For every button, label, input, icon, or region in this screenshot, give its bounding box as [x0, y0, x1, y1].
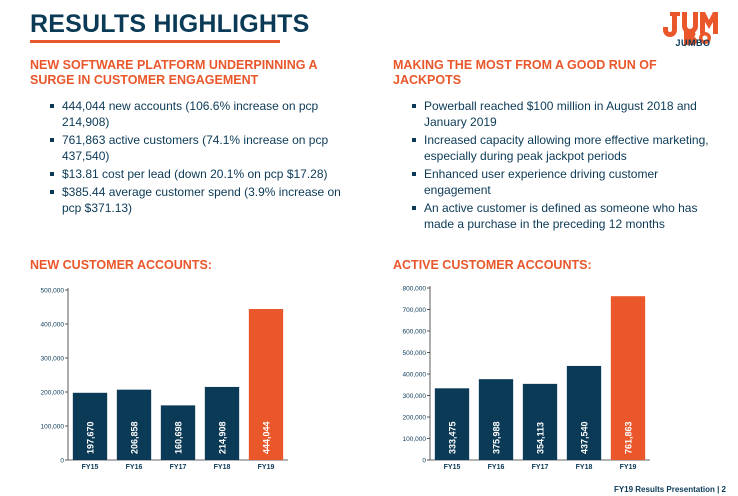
list-item: $385.44 average customer spend (3.9% inc…: [50, 184, 350, 216]
right-bullet-list: Powerball reached $100 million in August…: [412, 98, 712, 234]
list-item: Increased capacity allowing more effecti…: [412, 132, 712, 164]
y-tick-label: 500,000: [41, 288, 65, 295]
bar-value-label: 437,540: [580, 421, 590, 454]
y-tick-label: 300,000: [403, 393, 427, 400]
bar-value-label: 333,475: [448, 421, 458, 454]
new-accounts-chart: 0 100,000 200,000 300,000 400,000 500,000 197,…: [41, 288, 288, 471]
y-tick-label: 400,000: [403, 372, 427, 379]
active-accounts-chart-title: ACTIVE CUSTOMER ACCOUNTS:: [393, 258, 592, 272]
footer-page-label: FY19 Results Presentation | 2: [613, 485, 726, 494]
bar-value-label: 761,863: [624, 421, 634, 454]
bar-value-label: 214,908: [218, 421, 228, 454]
y-tick-label: 200,000: [403, 415, 427, 422]
x-tick-label: FY16: [488, 464, 505, 471]
x-tick-label: FY17: [532, 464, 549, 471]
bar-value-label: 375,988: [492, 421, 502, 454]
y-tick-label: 700,000: [403, 307, 427, 314]
bar-fy18: [566, 365, 602, 460]
list-item: 444,044 new accounts (106.6% increase on…: [50, 98, 350, 130]
bar-value-label: 354,113: [536, 422, 546, 454]
list-item: 761,863 active customers (74.1% increase…: [50, 132, 350, 164]
y-tick-label: 800,000: [403, 286, 427, 293]
bar-value-label: 197,670: [86, 421, 96, 454]
bar-value-label: 206,858: [130, 421, 140, 454]
x-tick-label: FY16: [126, 464, 143, 471]
bar-fy16: [116, 389, 152, 460]
y-tick-label: 600,000: [403, 329, 427, 336]
bar-value-label: 444,044: [262, 421, 272, 454]
bar-value-label: 160,698: [174, 421, 184, 454]
y-tick-label: 200,000: [41, 390, 65, 397]
bar-fy19: [610, 296, 646, 460]
logo-wordmark: JUMBO: [675, 38, 711, 48]
bar-fy17: [522, 383, 558, 460]
y-tick-label: 400,000: [41, 322, 65, 329]
y-tick-label: 0: [60, 458, 64, 465]
left-bullet-list: 444,044 new accounts (106.6% increase on…: [50, 98, 350, 218]
x-tick-label: FY17: [170, 464, 187, 471]
jumbo-logo: [663, 12, 718, 46]
list-item: $13.81 cost per lead (down 20.1% on pcp …: [50, 166, 350, 182]
bar-fy15: [72, 392, 108, 460]
left-heading: NEW SOFTWARE PLATFORM UNDERPINNING A SUR…: [30, 58, 318, 87]
y-tick-label: 500,000: [403, 350, 427, 357]
bar-fy16: [478, 379, 514, 460]
active-accounts-chart: 0 100,000 200,000 300,000 400,000 500,000 600,…: [403, 286, 650, 471]
x-tick-label: FY19: [258, 464, 275, 471]
title-underline: [30, 40, 280, 43]
bar-fy17: [160, 405, 196, 460]
x-tick-label: FY15: [82, 464, 99, 471]
page-title: RESULTS HIGHLIGHTS: [30, 10, 310, 38]
x-tick-label: FY19: [620, 464, 637, 471]
right-heading: MAKING THE MOST FROM A GOOD RUN OF JACKP…: [393, 58, 657, 87]
y-tick-label: 300,000: [41, 356, 65, 363]
x-tick-label: FY18: [214, 464, 231, 471]
bar-fy18: [204, 386, 240, 460]
y-tick-label: 100,000: [41, 424, 65, 431]
x-tick-label: FY15: [444, 464, 461, 471]
list-item: Enhanced user experience driving custome…: [412, 166, 712, 198]
list-item: Powerball reached $100 million in August…: [412, 98, 712, 130]
y-tick-label: 100,000: [403, 436, 427, 443]
new-accounts-chart-title: NEW CUSTOMER ACCOUNTS:: [30, 258, 212, 272]
bar-fy15: [434, 388, 470, 460]
list-item: An active customer is defined as someone…: [412, 200, 712, 232]
x-tick-label: FY18: [576, 464, 593, 471]
y-tick-label: 0: [422, 458, 426, 465]
bar-fy19: [248, 309, 284, 460]
